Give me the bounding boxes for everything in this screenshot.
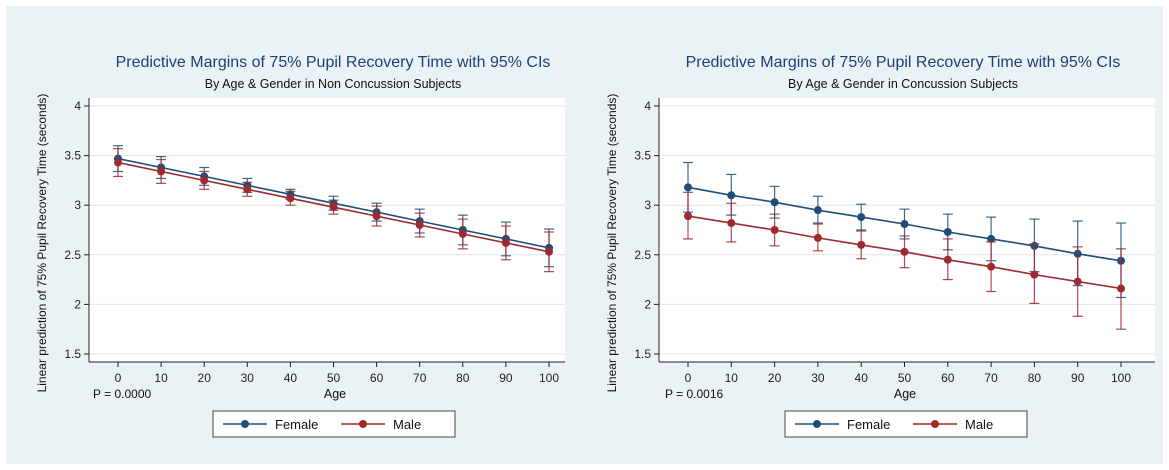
y-tick-label: 1.5 — [634, 347, 651, 361]
data-point — [1073, 277, 1082, 286]
x-tick-label: 60 — [941, 371, 955, 385]
series-male — [113, 148, 554, 273]
data-point — [243, 185, 252, 194]
x-tick-label: 80 — [456, 371, 470, 385]
data-point — [372, 212, 381, 221]
data-point — [200, 176, 209, 185]
data-point — [987, 262, 996, 271]
x-tick-label: 10 — [725, 371, 739, 385]
x-axis-label: Age — [324, 387, 346, 401]
x-tick-label: 60 — [370, 371, 384, 385]
data-point — [286, 194, 295, 203]
x-tick-label: 0 — [115, 371, 122, 385]
y-tick-label: 3 — [644, 198, 651, 212]
x-tick-label: 30 — [811, 371, 825, 385]
data-point — [157, 167, 166, 176]
y-tick-label: 4 — [74, 99, 81, 113]
data-point — [943, 227, 952, 236]
x-axis-label: Age — [894, 387, 916, 401]
x-tick-label: 20 — [198, 371, 212, 385]
plot-area — [89, 98, 565, 362]
x-tick-label: 80 — [1028, 371, 1042, 385]
y-tick-label: 2 — [644, 297, 651, 311]
x-tick-label: 10 — [154, 371, 168, 385]
legend-box — [212, 410, 456, 438]
y-tick-label: 3.5 — [64, 149, 81, 163]
data-point — [1117, 284, 1125, 293]
x-tick-label: 70 — [984, 371, 998, 385]
legend-marker-female — [241, 420, 249, 428]
chart-title: Predictive Margins of 75% Pupil Recovery… — [116, 54, 551, 71]
data-point — [813, 206, 822, 215]
data-point — [329, 203, 338, 212]
data-point — [501, 238, 510, 247]
chart-panel-2: 1.522.533.540 10 20 30 40 50 60 70 80 90 100Predic… — [605, 54, 1155, 438]
data-point — [987, 234, 996, 243]
legend: Female Male — [784, 410, 1028, 438]
x-tick-label: 50 — [327, 371, 341, 385]
x-tick-label: 90 — [499, 371, 513, 385]
y-tick-label: 2.5 — [64, 248, 81, 262]
y-axis-label: Linear prediction of 75% Pupil Recovery … — [35, 94, 49, 393]
data-point — [415, 221, 424, 230]
data-point — [114, 158, 122, 167]
p-value-annotation: P = 0.0016 — [665, 387, 723, 401]
legend-label-male: Male — [965, 417, 993, 432]
data-point — [943, 255, 952, 264]
legend-label-female: Female — [847, 417, 890, 432]
data-point — [727, 219, 736, 228]
x-tick-label: 70 — [413, 371, 427, 385]
data-point — [770, 226, 779, 234]
x-tick-label: 100 — [1111, 371, 1131, 385]
chart-title: Predictive Margins of 75% Pupil Recovery… — [686, 54, 1121, 71]
data-point — [900, 220, 909, 229]
x-tick-label: 0 — [685, 371, 692, 385]
data-point — [545, 247, 553, 256]
y-tick-label: 3.5 — [634, 149, 651, 163]
series-male — [683, 191, 1126, 330]
data-point — [857, 240, 866, 249]
chart-panel-1: 1.522.533.540 10 20 30 40 50 60 70 80 90 100Predic… — [35, 54, 565, 438]
x-tick-label: 90 — [1071, 371, 1085, 385]
series-female — [683, 161, 1126, 299]
chart-subtitle: By Age & Gender in Concussion Subjects — [788, 77, 1018, 91]
x-tick-label: 30 — [241, 371, 255, 385]
legend-marker-male — [359, 420, 367, 428]
x-tick-label: 40 — [284, 371, 298, 385]
y-tick-label: 2 — [74, 297, 81, 311]
chart-subtitle: By Age & Gender in Non Concussion Subjec… — [205, 77, 461, 91]
x-tick-label: 50 — [898, 371, 912, 385]
y-tick-label: 2.5 — [634, 248, 651, 262]
data-point — [684, 183, 692, 192]
legend: Female Male — [212, 410, 456, 438]
data-point — [770, 198, 779, 207]
legend-label-male: Male — [393, 417, 421, 432]
data-point — [458, 229, 467, 238]
y-tick-label: 3 — [74, 198, 81, 212]
data-point — [727, 191, 736, 200]
x-tick-label: 100 — [539, 371, 559, 385]
y-tick-label: 4 — [644, 99, 651, 113]
y-tick-label: 1.5 — [64, 347, 81, 361]
legend-marker-male — [931, 420, 939, 428]
legend-marker-female — [813, 420, 821, 428]
x-tick-label: 20 — [768, 371, 782, 385]
data-point — [813, 233, 822, 242]
data-point — [684, 212, 692, 221]
data-point — [857, 213, 866, 222]
data-point — [900, 247, 909, 256]
p-value-annotation: P = 0.0000 — [93, 387, 151, 401]
x-tick-label: 40 — [855, 371, 869, 385]
plot-area — [659, 98, 1155, 362]
legend-label-female: Female — [275, 417, 318, 432]
data-point — [1030, 270, 1039, 279]
y-axis-label: Linear prediction of 75% Pupil Recovery … — [605, 94, 619, 393]
